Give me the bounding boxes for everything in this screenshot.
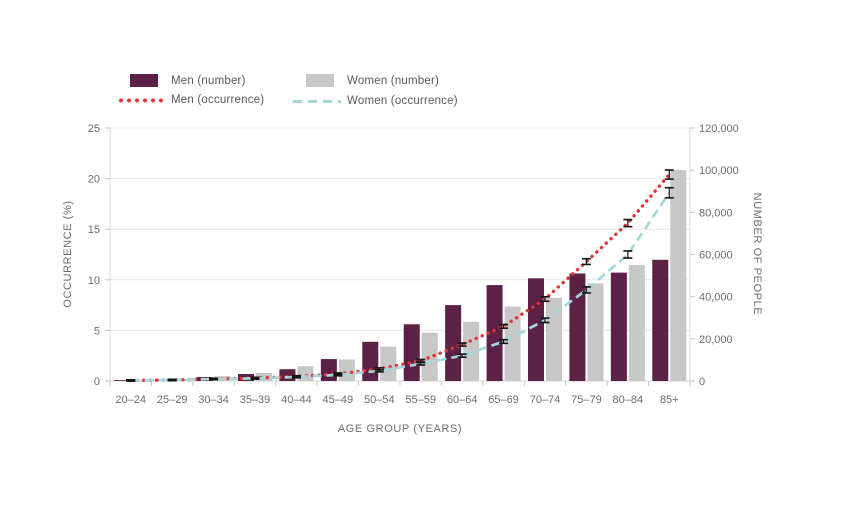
svg-text:45–49: 45–49 <box>323 394 354 406</box>
svg-text:20–24: 20–24 <box>115 394 146 406</box>
women-bar-swatch-icon <box>306 74 334 87</box>
svg-text:35–39: 35–39 <box>240 394 271 406</box>
svg-text:10: 10 <box>88 275 100 287</box>
svg-text:60,000: 60,000 <box>699 250 733 262</box>
svg-text:80,000: 80,000 <box>699 207 733 219</box>
legend-item-men-number: Men (number) <box>130 74 246 87</box>
svg-text:60–64: 60–64 <box>447 394 478 406</box>
legend-item-women-number: Women (number) <box>306 74 439 87</box>
legend-label-men-occurrence: Men (occurrence) <box>171 94 265 106</box>
svg-text:40,000: 40,000 <box>699 292 733 304</box>
legend-label-men-number: Men (number) <box>171 74 246 87</box>
x-axis-title: AGE GROUP (YEARS) <box>337 423 463 435</box>
svg-text:70–74: 70–74 <box>530 394 561 406</box>
svg-text:85+: 85+ <box>660 394 679 406</box>
svg-text:25–29: 25–29 <box>157 394 188 406</box>
svg-text:100,000: 100,000 <box>699 165 739 177</box>
men-line-swatch-icon <box>117 97 165 103</box>
svg-text:20: 20 <box>88 174 100 186</box>
legend-item-men-occurrence: Men (occurrence) <box>117 94 264 106</box>
svg-text:50–54: 50–54 <box>364 394 395 406</box>
men-bar-swatch-icon <box>130 74 158 87</box>
svg-text:75–79: 75–79 <box>571 394 602 406</box>
svg-text:30–34: 30–34 <box>198 394 229 406</box>
legend-item-women-occurrence: Women (occurrence) <box>293 95 458 107</box>
svg-text:0: 0 <box>699 376 705 388</box>
svg-text:15: 15 <box>88 224 100 236</box>
svg-text:0: 0 <box>94 376 100 388</box>
svg-text:20,000: 20,000 <box>699 334 733 346</box>
svg-text:5: 5 <box>94 325 100 337</box>
svg-text:25: 25 <box>88 123 100 135</box>
svg-text:80–84: 80–84 <box>613 394 644 406</box>
women-line-swatch-icon <box>293 99 341 103</box>
svg-text:120,000: 120,000 <box>699 123 739 135</box>
legend-label-women-number: Women (number) <box>347 74 440 87</box>
svg-text:65–69: 65–69 <box>488 394 519 406</box>
legend-label-women-occurrence: Women (occurrence) <box>347 95 458 107</box>
svg-text:40–44: 40–44 <box>281 394 312 406</box>
svg-text:55–59: 55–59 <box>405 394 436 406</box>
